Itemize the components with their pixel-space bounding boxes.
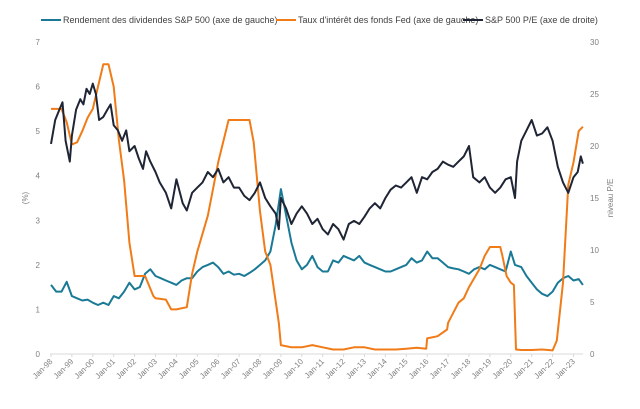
legend-label-dividend-yield: Rendement des dividendes S&P 500 (axe de… <box>63 15 277 25</box>
legend-label-pe-ratio: S&P 500 P/E (axe de droite) <box>485 15 598 25</box>
x-tick-label: Jan-22 <box>532 357 556 381</box>
series-line-pe-ratio <box>50 82 584 241</box>
left-axis-title: (%) <box>21 191 30 204</box>
x-tick-label: Jan-20 <box>491 357 515 381</box>
left-y-tick-label: 1 <box>36 305 41 314</box>
right-axis-title: niveau P/E <box>606 179 615 218</box>
x-tick-label: Jan-13 <box>344 357 368 381</box>
x-tick-label: Jan-01 <box>93 357 117 381</box>
series-line-fed-funds-rate <box>51 63 584 352</box>
right-y-tick-label: 10 <box>590 246 599 255</box>
x-tick-label: Jan-04 <box>156 357 180 381</box>
x-tick-label: Jan-12 <box>323 357 347 381</box>
right-y-axis: 0 5 10 15 20 25 30 <box>590 38 599 359</box>
x-tick-label: Jan-06 <box>198 357 222 381</box>
left-y-tick-label: 6 <box>36 83 41 92</box>
x-tick-label: Jan-09 <box>261 357 285 381</box>
x-tick-label: Jan-10 <box>282 357 306 381</box>
left-y-tick-label: 3 <box>36 216 41 225</box>
left-y-tick-label: 4 <box>36 172 41 181</box>
right-y-tick-label: 15 <box>590 194 599 203</box>
x-tick-label: Jan-05 <box>177 357 201 381</box>
x-tick-label: Jan-99 <box>52 357 76 381</box>
left-y-axis: 0 1 2 3 4 5 6 7 <box>36 38 41 359</box>
x-tick-label: Jan-21 <box>511 357 535 381</box>
x-axis: Jan-98Jan-99Jan-00Jan-01Jan-02Jan-03Jan-… <box>31 354 577 381</box>
right-y-tick-label: 30 <box>590 38 599 47</box>
series-group <box>50 63 584 352</box>
x-tick-label: Jan-14 <box>365 357 389 381</box>
x-tick-label: Jan-03 <box>135 357 159 381</box>
x-tick-label: Jan-15 <box>386 357 410 381</box>
legend-label-fed-funds-rate: Taux d'intérêt des fonds Fed (axe de gau… <box>298 15 478 25</box>
left-y-tick-label: 2 <box>36 261 41 270</box>
right-y-tick-label: 0 <box>590 350 595 359</box>
legend: Rendement des dividendes S&P 500 (axe de… <box>41 15 598 25</box>
x-tick-label: Jan-98 <box>31 357 55 381</box>
right-y-tick-label: 5 <box>590 298 595 307</box>
left-y-tick-label: 5 <box>36 127 41 136</box>
x-tick-label: Jan-11 <box>303 357 327 381</box>
x-tick-label: Jan-17 <box>428 357 452 381</box>
x-tick-label: Jan-08 <box>240 357 264 381</box>
x-tick-label: Jan-19 <box>470 357 494 381</box>
x-tick-label: Jan-00 <box>73 357 97 381</box>
x-tick-label: Jan-18 <box>449 357 473 381</box>
x-tick-label: Jan-07 <box>219 357 243 381</box>
right-y-tick-label: 20 <box>590 142 599 151</box>
left-y-tick-label: 0 <box>36 350 41 359</box>
x-tick-label: Jan-02 <box>114 357 138 381</box>
x-tick-label: Jan-23 <box>553 357 577 381</box>
left-y-tick-label: 7 <box>36 38 41 47</box>
x-tick-label: Jan-16 <box>407 357 431 381</box>
series-line-dividend-yield <box>50 188 584 306</box>
right-y-tick-label: 25 <box>590 90 599 99</box>
